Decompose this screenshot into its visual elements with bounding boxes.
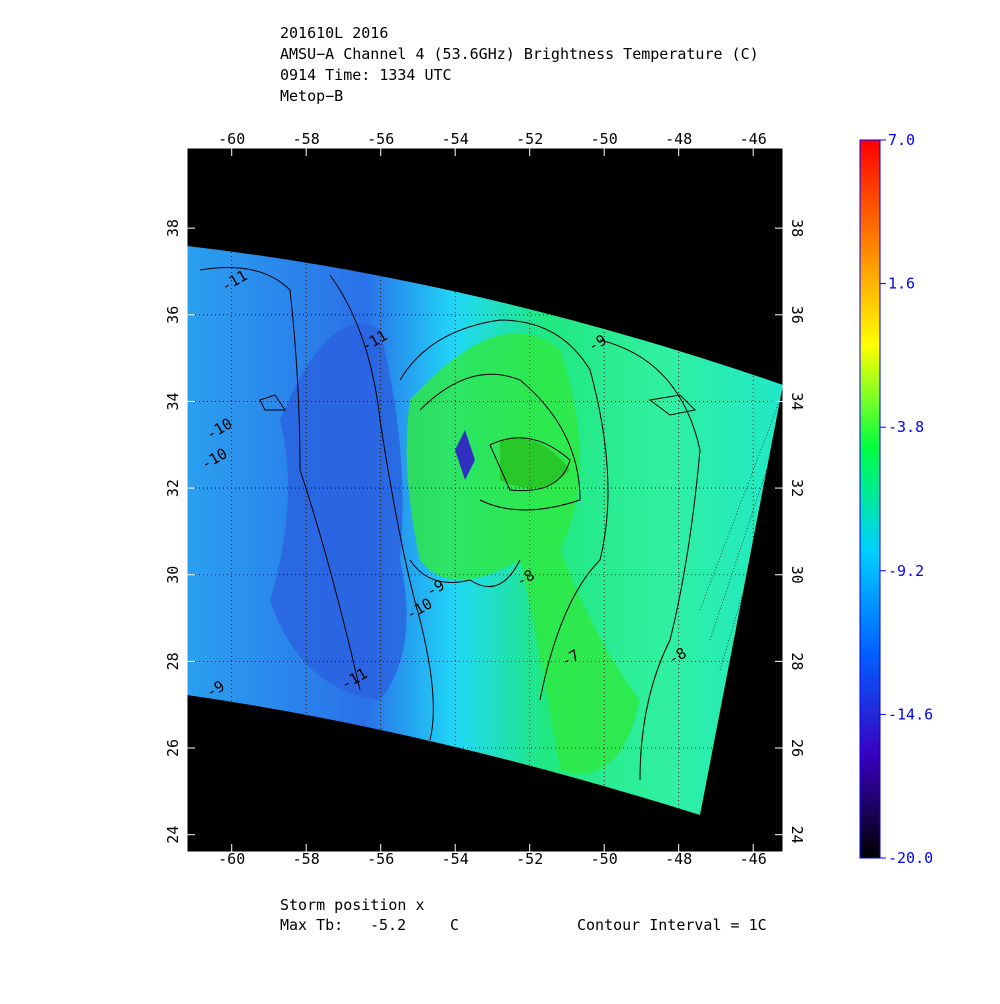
y-tick-label: 28 bbox=[788, 652, 806, 670]
contour-line bbox=[489, 437, 571, 492]
x-tick-label: -56 bbox=[367, 130, 394, 148]
contour-line bbox=[259, 394, 286, 411]
y-tick-label: 24 bbox=[164, 826, 182, 844]
colorbar-label: -20.0 bbox=[888, 849, 933, 867]
colorbar-label: -14.6 bbox=[888, 705, 933, 723]
x-tick-label: -46 bbox=[740, 850, 767, 868]
x-tick-label: -52 bbox=[516, 130, 543, 148]
colorbar-label: -3.8 bbox=[888, 418, 924, 436]
x-tick-label: -54 bbox=[442, 850, 469, 868]
warm-core bbox=[500, 438, 570, 488]
contour-line bbox=[419, 373, 581, 511]
y-tick-label: 30 bbox=[788, 566, 806, 584]
footer-storm: Storm position x bbox=[280, 896, 425, 914]
y-tick-label: 36 bbox=[164, 306, 182, 324]
y-tick-label: 38 bbox=[164, 219, 182, 237]
contour-line bbox=[409, 559, 521, 588]
colorbar bbox=[859, 139, 881, 859]
x-tick-label: -52 bbox=[516, 850, 543, 868]
plot-frame bbox=[186, 147, 784, 853]
x-tick-label: -60 bbox=[218, 130, 245, 148]
x-tick-label: -56 bbox=[367, 850, 394, 868]
cold-region bbox=[270, 324, 407, 700]
y-tick-label: 34 bbox=[788, 392, 806, 410]
header-line: Metop−B bbox=[280, 87, 343, 105]
y-tick-label: 32 bbox=[788, 479, 806, 497]
x-tick-label: -58 bbox=[293, 130, 320, 148]
contour-line bbox=[599, 339, 701, 781]
y-tick-label: 26 bbox=[788, 739, 806, 757]
footer-max-unit: C bbox=[450, 916, 459, 934]
cold-spot bbox=[455, 430, 475, 480]
y-tick-label: 24 bbox=[788, 826, 806, 844]
y-tick-label: 36 bbox=[788, 306, 806, 324]
y-tick-label: 34 bbox=[164, 392, 182, 410]
colorbar-label: 7.0 bbox=[888, 131, 915, 149]
contour-line bbox=[199, 267, 361, 691]
header-line: 0914 Time: 1334 UTC bbox=[280, 66, 452, 84]
header-line: 201610L 2016 bbox=[280, 24, 388, 42]
y-tick-label: 38 bbox=[788, 219, 806, 237]
colorbar-label: -9.2 bbox=[888, 562, 924, 580]
footer-interval: Contour Interval = 1C bbox=[577, 916, 767, 934]
contour-line bbox=[399, 319, 609, 701]
plot-area: -11-11-10-10-9-9-9-8-8-7-10-11 bbox=[186, 147, 784, 853]
x-tick-label: -46 bbox=[740, 130, 767, 148]
y-tick-label: 28 bbox=[164, 652, 182, 670]
contour-line bbox=[648, 394, 697, 416]
footer-max-label: Max Tb: bbox=[280, 916, 343, 934]
y-tick-label: 26 bbox=[164, 739, 182, 757]
x-tick-label: -58 bbox=[293, 850, 320, 868]
y-tick-label: 30 bbox=[164, 566, 182, 584]
x-tick-label: -48 bbox=[665, 850, 692, 868]
x-tick-label: -60 bbox=[218, 850, 245, 868]
footer-max-value: -5.2 bbox=[370, 916, 406, 934]
header-line: AMSU−A Channel 4 (53.6GHz) Brightness Te… bbox=[280, 45, 759, 63]
colorbar-label: 1.6 bbox=[888, 275, 915, 293]
x-tick-label: -50 bbox=[591, 850, 618, 868]
x-tick-label: -50 bbox=[591, 130, 618, 148]
x-tick-label: -54 bbox=[442, 130, 469, 148]
contour-line bbox=[329, 274, 434, 741]
x-tick-label: -48 bbox=[665, 130, 692, 148]
y-tick-label: 32 bbox=[164, 479, 182, 497]
